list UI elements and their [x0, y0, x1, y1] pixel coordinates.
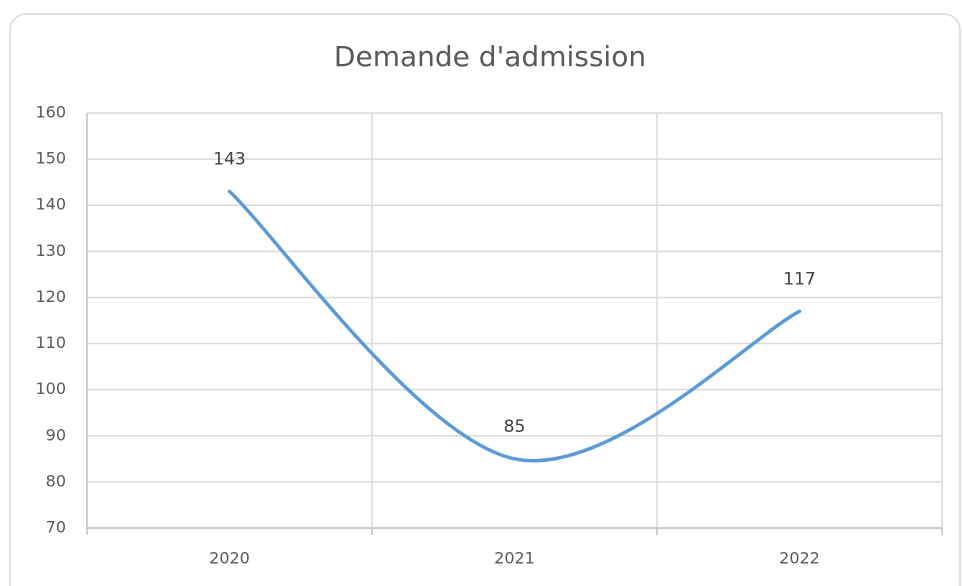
y-tick-label: 100 — [35, 379, 66, 398]
y-tick-label: 160 — [35, 103, 66, 122]
y-tick-label: 140 — [35, 195, 66, 214]
x-tick-label: 2022 — [779, 549, 820, 568]
y-tick-label: 70 — [46, 518, 66, 537]
x-tick-label: 2020 — [209, 549, 250, 568]
data-label: 143 — [213, 149, 245, 169]
y-tick-label: 80 — [46, 471, 66, 490]
y-tick-label: 150 — [35, 149, 66, 168]
y-tick-label: 130 — [35, 241, 66, 260]
y-tick-label: 90 — [46, 425, 66, 444]
chart-title: Demande d'admission — [334, 40, 646, 73]
data-label: 117 — [783, 269, 815, 289]
chart-card — [9, 13, 961, 586]
y-tick-label: 120 — [35, 287, 66, 306]
data-label: 85 — [504, 417, 526, 437]
y-tick-label: 110 — [35, 333, 66, 352]
line — [227, 189, 802, 463]
x-tick-label: 2021 — [494, 549, 535, 568]
